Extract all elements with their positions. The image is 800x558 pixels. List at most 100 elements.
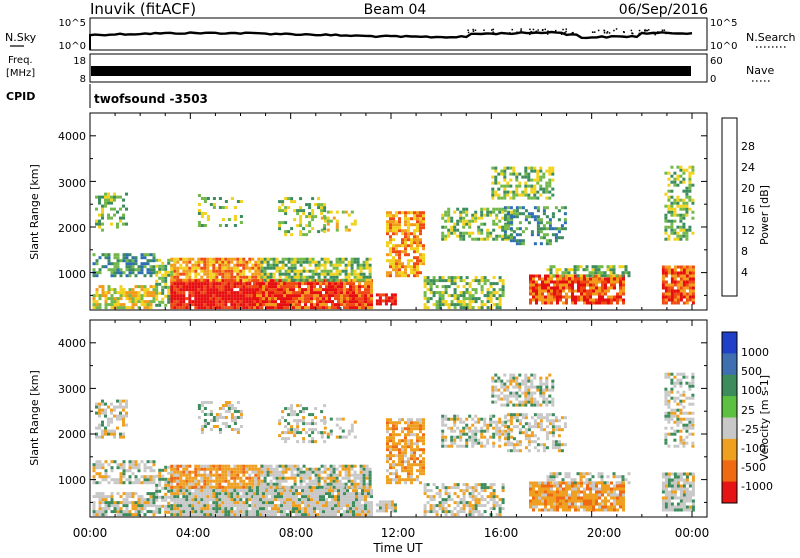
power-cell [245,294,248,297]
velocity-cell [330,483,333,486]
velocity-cell [416,433,419,436]
velocity-cell [230,498,233,501]
power-cell [298,303,301,306]
power-cell [469,291,472,294]
power-cell [622,271,625,274]
power-cell [419,241,422,244]
velocity-cell [105,513,108,516]
power-cell [679,226,682,229]
velocity-cell [410,454,413,457]
power-cell [369,267,372,270]
velocity-cell [291,471,294,474]
velocity-cell [457,483,460,486]
velocity-cell [209,498,212,501]
power-cell [345,273,348,276]
power-cell [491,194,494,197]
power-cell [382,299,385,302]
power-cell [227,300,230,303]
power-cell [316,297,319,300]
power-cell [546,233,549,236]
power-cell [595,278,598,281]
velocity-cell [206,513,209,516]
power-cell [120,303,123,306]
velocity-cell [316,498,319,501]
velocity-cell [301,489,304,492]
power-cell [288,276,291,279]
power-cell [233,303,236,306]
power-cell [182,291,185,294]
velocity-cell [318,483,321,486]
velocity-cell [410,433,413,436]
noise-search-point [653,32,655,34]
power-cell [334,282,337,285]
power-cell [336,226,339,229]
velocity-cell [407,478,410,481]
velocity-cell [271,489,274,492]
power-cell [176,285,179,288]
power-cell [480,208,483,211]
power-cell [236,282,239,285]
power-cell [506,191,509,194]
power-cell [343,288,346,291]
power-cell [407,259,410,262]
velocity-cell [337,504,340,507]
velocity-cell [200,489,203,492]
power-cell [194,297,197,300]
velocity-cell [337,492,340,495]
power-cell [289,288,292,291]
power-cell [349,291,352,294]
power-cell [343,297,346,300]
power-cell [548,167,551,170]
power-cell [342,279,345,282]
power-cell [273,261,276,264]
power-cell [674,269,677,272]
power-cell [447,217,450,220]
velocity-cell [445,489,448,492]
velocity-cell [114,481,117,484]
velocity-cell [294,468,297,471]
power-cell [370,288,373,291]
noise-search-point [566,28,568,30]
velocity-cell [322,510,325,513]
velocity-cell [265,501,268,504]
power-cell [283,282,286,285]
power-cell [135,262,138,265]
velocity-cell [96,463,99,466]
velocity-cell [413,451,416,454]
power-cell [613,274,616,277]
power-cell [357,264,360,267]
velocity-cell [342,465,345,468]
velocity-cell [125,403,128,406]
velocity-cell [340,507,343,510]
power-cell [486,238,489,241]
velocity-cell [410,451,413,454]
velocity-cell [280,492,283,495]
power-cell [469,297,472,300]
power-cell [221,291,224,294]
power-cell [410,265,413,268]
velocity-cell [274,498,277,501]
power-cell [395,220,398,223]
power-cell [422,226,425,229]
power-cell [144,300,147,303]
velocity-cell [307,489,310,492]
power-cell [548,185,551,188]
nave-band [91,66,691,76]
power-cell [503,188,506,191]
power-cell [686,299,689,302]
velocity-cell [123,501,126,504]
power-cb-tick-20: 20 [741,182,755,195]
power-cell [665,296,668,299]
power-cell [297,258,300,261]
velocity-cell [416,478,419,481]
power-cell [565,287,568,290]
velocity-cell [170,507,173,510]
power-cell [451,276,454,279]
power-cell [689,275,692,278]
velocity-cell [352,501,355,504]
power-cell [123,253,126,256]
velocity-cell [114,460,117,463]
power-cell [512,194,515,197]
velocity-cell [259,501,262,504]
power-cell [321,270,324,273]
